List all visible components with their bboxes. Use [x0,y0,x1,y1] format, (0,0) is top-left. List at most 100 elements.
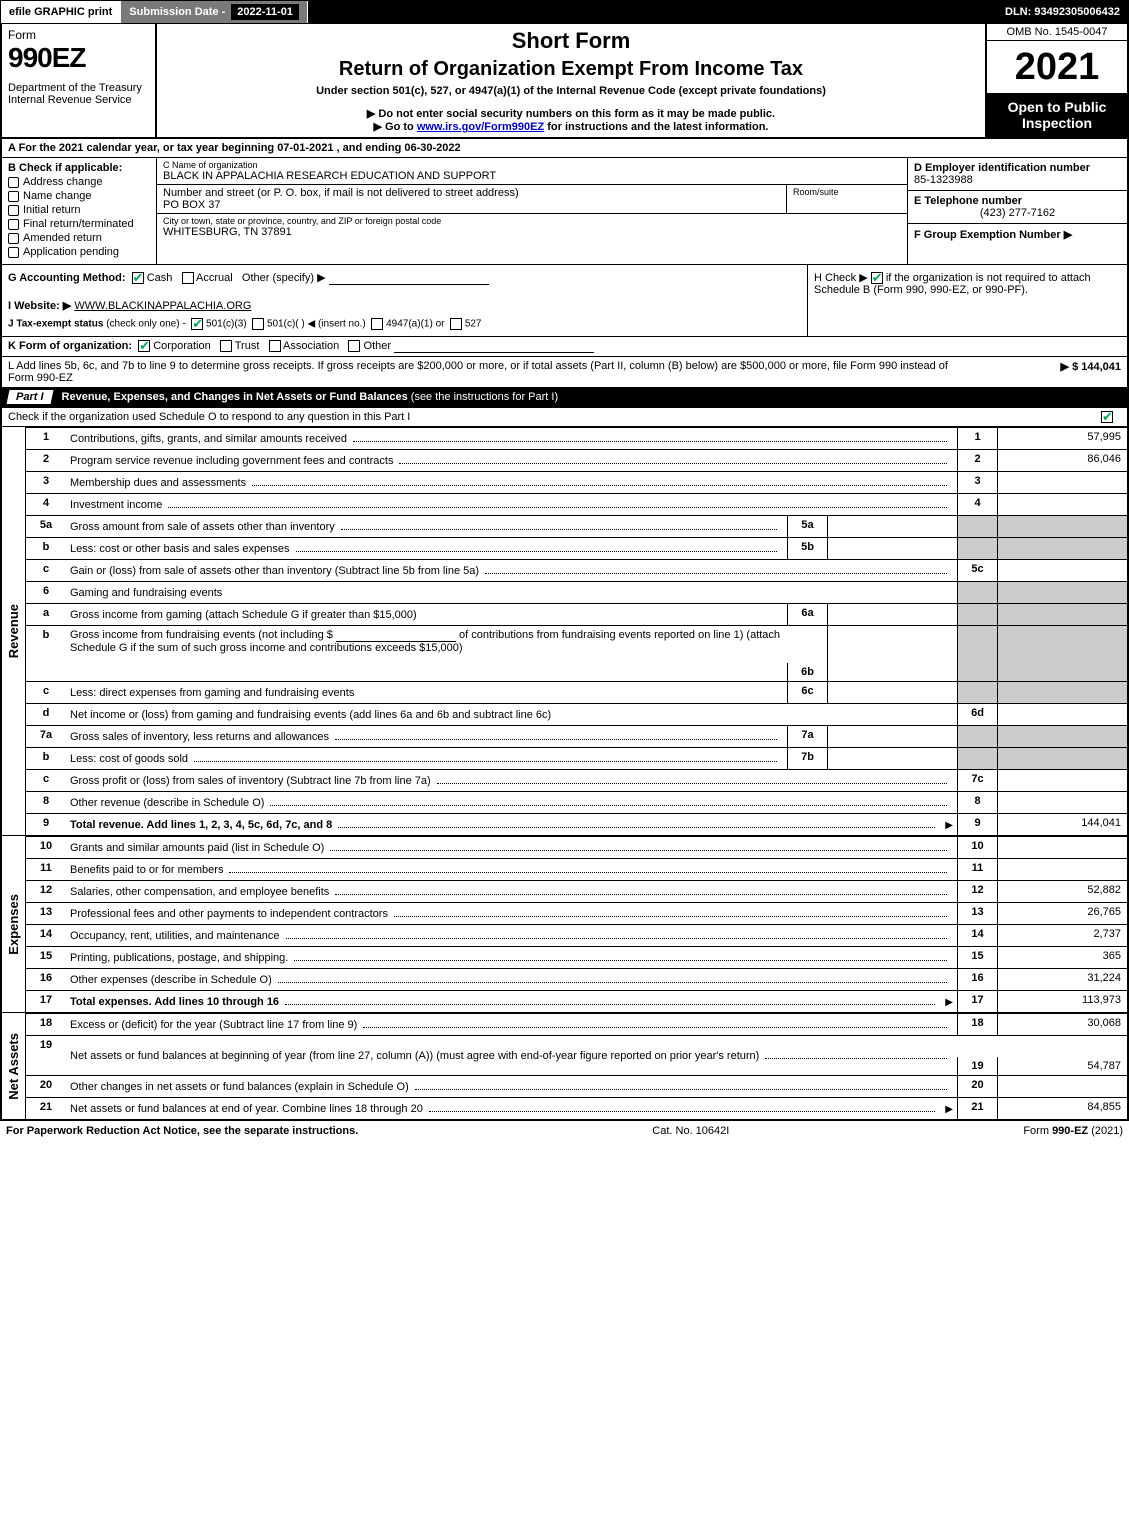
line-amt: 52,882 [997,881,1127,902]
department: Department of the Treasury Internal Reve… [8,82,149,106]
line-desc: Other revenue (describe in Schedule O) [70,797,264,809]
line-6: 6 Gaming and fundraising events [26,581,1127,603]
line-amt: 26,765 [997,903,1127,924]
part-1-check-note: Check if the organization used Schedule … [2,407,1127,426]
line-desc: Gross sales of inventory, less returns a… [70,731,329,743]
g-accrual: Accrual [196,272,233,284]
line-subnum: 6c [787,682,827,703]
b-label: B Check if applicable: [8,162,150,174]
line-num: 2 [26,450,66,471]
g-other: Other (specify) ▶ [242,272,326,284]
submission-label: Submission Date - [129,6,225,18]
g-label: G Accounting Method: [8,272,126,284]
j-501c3-check[interactable] [191,318,203,330]
line-desc: Membership dues and assessments [70,477,246,489]
i-value: WWW.BLACKINAPPALACHIA.ORG [74,300,251,312]
line-amt [997,726,1127,747]
line-desc: Contributions, gifts, grants, and simila… [70,433,347,445]
b-amended-return[interactable]: Amended return [8,232,150,244]
line-amt-num [957,682,997,703]
line-7a: 7a Gross sales of inventory, less return… [26,725,1127,747]
line-subamt [827,748,957,769]
line-amt [997,472,1127,493]
line-20: 20Other changes in net assets or fund ba… [26,1075,1127,1097]
net-assets-section: Net Assets 18Excess or (deficit) for the… [2,1012,1127,1119]
line-desc: Less: direct expenses from gaming and fu… [70,687,354,699]
part1-check[interactable] [1101,411,1113,423]
omb-number: OMB No. 1545-0047 [987,24,1127,41]
line-amt [997,494,1127,515]
line-13: 13Professional fees and other payments t… [26,902,1127,924]
line-8: 8 Other revenue (describe in Schedule O)… [26,791,1127,813]
line-desc: Program service revenue including govern… [70,455,393,467]
b-application-pending[interactable]: Application pending [8,246,150,258]
line-amt [997,704,1127,725]
line-desc: Gross amount from sale of assets other t… [70,521,335,533]
line-subamt [827,516,957,537]
j-527-check[interactable] [450,318,462,330]
part-1-bar: Part I Revenue, Expenses, and Changes in… [2,387,1127,407]
form-label: Form [8,28,149,42]
j-note: (check only one) - [106,319,185,330]
arrow-icon [941,1103,953,1115]
line-num: 18 [26,1014,66,1035]
open-to-public: Open to Public Inspection [987,93,1127,137]
line-desc: Total revenue. Add lines 1, 2, 3, 4, 5c,… [70,819,332,831]
line-amt-num: 11 [957,859,997,880]
line-amt-num: 13 [957,903,997,924]
c-addr: PO BOX 37 [163,199,780,211]
line-num: 7a [26,726,66,747]
b-item-label: Final return/terminated [23,218,134,230]
line-num: 21 [26,1098,66,1119]
k-trust-check[interactable] [220,340,232,352]
line-amt-num [957,726,997,747]
expenses-label: Expenses [6,894,21,955]
line-subnum: 6b [787,663,827,681]
line-subamt [827,626,957,681]
line-desc: Occupancy, rent, utilities, and maintena… [70,930,280,942]
section-gh: G Accounting Method: Cash Accrual Other … [2,264,1127,336]
line-10: 10Grants and similar amounts paid (list … [26,836,1127,858]
g-accrual-check[interactable] [182,272,194,284]
k-assoc-check[interactable] [269,340,281,352]
h-pre: H Check ▶ [814,272,871,284]
line-5a: 5a Gross amount from sale of assets othe… [26,515,1127,537]
j-501c-check[interactable] [252,318,264,330]
line-subnum: 6a [787,604,827,625]
k-other-check[interactable] [348,340,360,352]
irs-link[interactable]: www.irs.gov/Form990EZ [417,121,544,133]
line-desc: Investment income [70,499,162,511]
line-16: 16Other expenses (describe in Schedule O… [26,968,1127,990]
b-final-return[interactable]: Final return/terminated [8,218,150,230]
h-check[interactable] [871,272,883,284]
section-def: D Employer identification number 85-1323… [907,158,1127,264]
line-num: 4 [26,494,66,515]
j-4947-check[interactable] [371,318,383,330]
b-address-change[interactable]: Address change [8,176,150,188]
line-amt: 84,855 [997,1098,1127,1119]
b-name-change[interactable]: Name change [8,190,150,202]
line-6a: a Gross income from gaming (attach Sched… [26,603,1127,625]
footer-right: Form 990-EZ (2021) [1023,1125,1123,1137]
line-amt-num: 1 [957,428,997,449]
efile-graphic-print[interactable]: efile GRAPHIC print [1,1,121,23]
line-num: 1 [26,428,66,449]
bullet2-pre: ▶ Go to [374,121,417,133]
line-num: 19 [26,1036,66,1075]
line-amt: 2,737 [997,925,1127,946]
l-value: ▶ $ 144,041 [961,360,1121,384]
line-amt-num: 19 [957,1057,997,1075]
j-opt3: 4947(a)(1) or [386,319,444,330]
revenue-section: Revenue 1 Contributions, gifts, grants, … [2,426,1127,835]
line-num: 5a [26,516,66,537]
line-amt [997,837,1127,858]
b-initial-return[interactable]: Initial return [8,204,150,216]
k-opt-1: Trust [235,340,260,352]
line-9: 9 Total revenue. Add lines 1, 2, 3, 4, 5… [26,813,1127,835]
line-desc: Gross income from gaming (attach Schedul… [70,609,417,621]
g-cash-check[interactable] [132,272,144,284]
c-name: BLACK IN APPALACHIA RESEARCH EDUCATION A… [163,170,901,182]
k-corp-check[interactable] [138,340,150,352]
line-num: 14 [26,925,66,946]
line-desc: Less: cost of goods sold [70,753,188,765]
